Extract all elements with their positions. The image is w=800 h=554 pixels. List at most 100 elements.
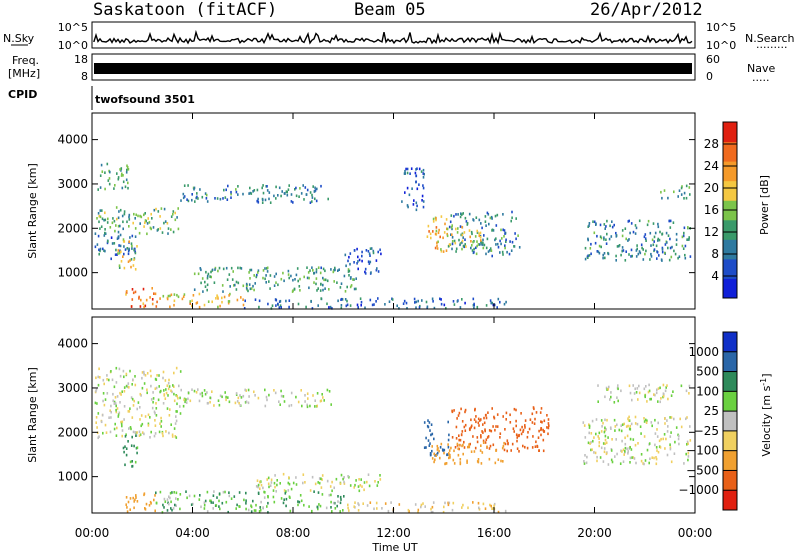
power-cell (169, 305, 171, 309)
velocity-cell (212, 501, 214, 504)
power-cell (143, 213, 145, 217)
power-cell (439, 297, 441, 301)
velocity-cell (150, 430, 152, 434)
power-cell (98, 252, 100, 256)
velocity-cell (449, 454, 451, 457)
velocity-cell (201, 391, 203, 395)
power-cell (437, 231, 440, 235)
velocity-cell (499, 436, 501, 439)
power-cell (173, 303, 175, 307)
velocity-cell (643, 435, 646, 438)
power-cell (312, 185, 314, 188)
velocity-cell (500, 459, 502, 463)
power-cell (250, 192, 253, 195)
power-colorbar-tick-label: 8 (711, 247, 719, 261)
velocity-cell (447, 438, 450, 442)
power-cell (308, 276, 310, 280)
power-cell (131, 244, 133, 248)
power-cell (130, 258, 133, 261)
velocity-cell (680, 425, 683, 429)
velocity-cell (603, 450, 606, 454)
velocity-cell (282, 472, 285, 476)
velocity-cell (174, 435, 177, 438)
power-cell (250, 268, 253, 272)
velocity-cell (505, 411, 508, 415)
power-cell (460, 212, 462, 215)
velocity-cell (282, 395, 285, 398)
power-cell (451, 242, 454, 246)
velocity-cell (151, 406, 154, 410)
power-cell (201, 195, 204, 199)
power-cell (254, 282, 256, 285)
power-cell (125, 293, 127, 296)
velocity-cell (206, 490, 209, 494)
power-cell (621, 229, 624, 232)
velocity-colorbar-tick-label: 1000 (688, 345, 719, 359)
power-cell (436, 247, 439, 250)
velocity-cell (674, 440, 676, 444)
velocity-cell (134, 498, 136, 502)
power-cell (117, 177, 120, 181)
power-cell (454, 241, 457, 245)
velocity-cell (197, 388, 199, 391)
power-cell (451, 236, 454, 239)
velocity-cell (654, 418, 656, 422)
power-cell (227, 301, 230, 305)
power-cell (127, 168, 130, 171)
power-cell (311, 196, 314, 199)
power-cell (237, 193, 239, 196)
power-cell (316, 187, 318, 191)
velocity-cell (135, 494, 137, 497)
velocity-cell (614, 455, 616, 458)
power-cell (368, 252, 371, 255)
velocity-cell (103, 382, 105, 386)
power-cell (377, 270, 380, 273)
power-cell (153, 292, 155, 295)
velocity-cell (284, 492, 287, 495)
power-cell (646, 223, 649, 227)
velocity-cell (245, 400, 248, 403)
velocity-cell (422, 502, 424, 505)
velocity-cell (480, 444, 482, 447)
velocity-cell (627, 419, 630, 422)
velocity-cell (431, 432, 434, 436)
power-cell (269, 287, 271, 290)
power-cell (107, 179, 110, 182)
power-cell (200, 268, 202, 272)
power-cell (453, 214, 455, 218)
velocity-cell (304, 481, 306, 484)
velocity-cell (655, 462, 658, 466)
velocity-cell (150, 374, 152, 378)
velocity-cell (143, 492, 146, 495)
power-cell (655, 244, 658, 248)
power-cell (222, 197, 224, 200)
power-cell (479, 231, 482, 235)
velocity-cell (644, 418, 647, 422)
velocity-cell (204, 499, 207, 503)
velocity-cell (118, 367, 121, 371)
power-cell (120, 260, 123, 263)
velocity-cell (367, 473, 370, 476)
power-cell (421, 299, 423, 302)
power-cell (415, 300, 418, 304)
power-cell (483, 243, 486, 247)
velocity-cell (173, 399, 176, 403)
power-cell (173, 299, 176, 303)
power-cell (176, 293, 178, 297)
power-cell (677, 256, 679, 260)
velocity-cell (143, 382, 146, 385)
power-cell (159, 215, 161, 218)
power-cell (160, 207, 163, 210)
power-cell (115, 248, 117, 252)
velocity-cell (302, 481, 304, 485)
power-cell (334, 266, 336, 270)
power-cell (415, 201, 418, 205)
velocity-cell (243, 498, 245, 502)
velocity-cell (154, 494, 156, 497)
velocity-cell (535, 440, 537, 444)
velocity-cell (459, 458, 462, 461)
velocity-cell (260, 483, 263, 487)
velocity-cell (121, 434, 123, 438)
power-cell (367, 250, 370, 253)
velocity-cell (646, 400, 648, 403)
